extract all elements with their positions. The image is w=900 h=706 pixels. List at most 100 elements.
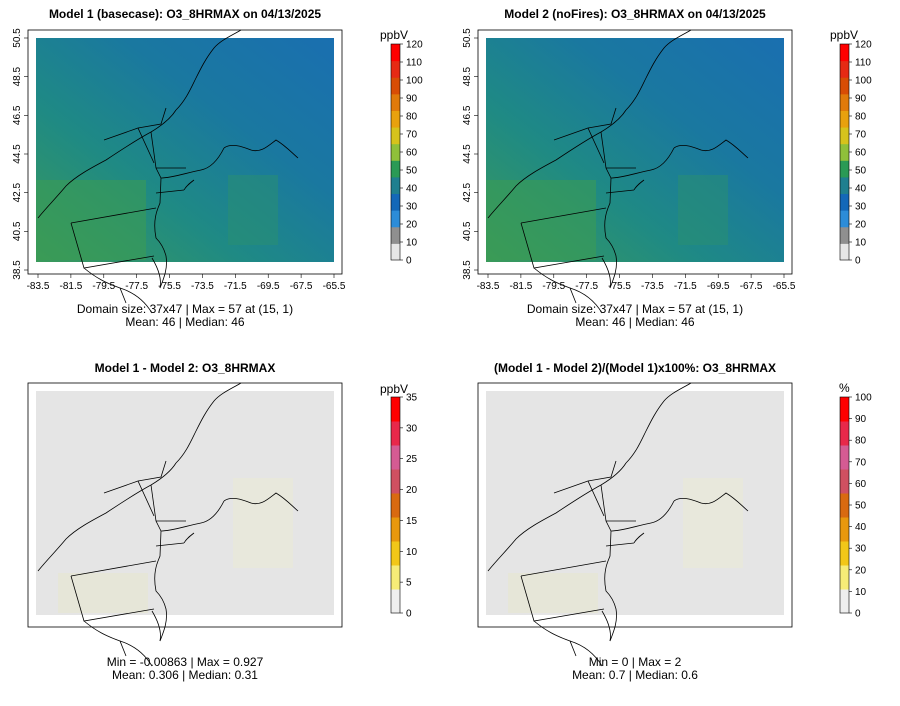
panel3-legend-colorbar: 0 5 10 15 20 25 30 35 <box>390 393 418 620</box>
panel2-xtick-label: -73.5 <box>641 281 664 292</box>
map-border-line <box>37 462 177 572</box>
panel2-xtick-label: -75.5 <box>608 281 631 292</box>
panel4-legend-tick-label: 0 <box>855 609 861 620</box>
panel3-legend-unit: ppbV <box>380 382 409 396</box>
panel3-boundaries <box>37 382 299 667</box>
map-border-line <box>160 147 225 179</box>
panel1-legend-swatch <box>391 143 400 161</box>
panel1-legend-swatch <box>391 243 400 261</box>
panel2-legend-swatch <box>840 226 849 244</box>
map-border-line <box>604 207 617 289</box>
panel2-xtick-label: -71.5 <box>674 281 697 292</box>
panel2-plot: -83.5 -81.5 -79.5 -77.5 -75.5 -73.5 -71.5 -69.5… <box>462 28 796 314</box>
panel2-legend-swatch <box>840 44 849 62</box>
panel3-legend-swatch <box>391 541 400 566</box>
panel1-legend-colorbar: 0 10 20 30 40 50 60 70 80 90 100 110 120 <box>390 40 423 267</box>
panel1-legend-swatch <box>391 60 400 78</box>
panel4-legend-tick-label: 30 <box>855 544 867 555</box>
map-border-line <box>137 460 167 482</box>
panel1-legend-tick-label: 50 <box>406 166 418 177</box>
panel4-legend-tick-label: 50 <box>855 501 867 512</box>
panel3-legend-swatch <box>391 565 400 590</box>
panel1-ytick-label: 38.5 <box>12 260 23 280</box>
panel1-legend-tick-label: 0 <box>406 256 412 267</box>
panel2-legend-swatch <box>840 110 849 128</box>
panel3-legend-swatch <box>391 589 400 614</box>
panel1-ytick-label: 46.5 <box>12 105 23 125</box>
panel3-stats-line2: Mean: 0.306 | Median: 0.31 <box>112 668 258 682</box>
panel4-field-patch <box>508 573 598 613</box>
panel2-xtick-label: -83.5 <box>477 281 500 292</box>
map-border-line <box>533 267 577 304</box>
map-border-line <box>520 207 607 224</box>
panel4-legend-tick-label: 10 <box>855 587 867 598</box>
panel3-legend-tick-label: 35 <box>406 393 418 404</box>
map-border-line <box>569 287 603 314</box>
panel4-title: (Model 1 - Model 2)/(Model 1)x100%: O3_8… <box>493 361 777 375</box>
panel3-stats-line1: Min = -0.00863 | Max = 0.927 <box>106 655 264 669</box>
panel2-stats-line2: Mean: 46 | Median: 46 <box>575 315 695 329</box>
panel1-frame <box>27 29 343 275</box>
panel2-legend-unit: ppbV <box>830 28 859 42</box>
panel4-legend-swatch <box>840 469 849 494</box>
map-border-line <box>569 640 603 667</box>
panel1-field-patch <box>36 180 146 260</box>
panel1-xtick-label: -71.5 <box>224 281 247 292</box>
panel1-legend-swatch <box>391 127 400 145</box>
panel3-legend-tick-label: 10 <box>406 547 418 558</box>
panel1-xtick-label: -81.5 <box>59 281 82 292</box>
panel4-legend-swatch <box>840 493 849 518</box>
panel4-legend-tick-label: 40 <box>855 522 867 533</box>
panel2-xtick-label: -69.5 <box>707 281 730 292</box>
panel3-legend-tick-label: 30 <box>406 423 418 434</box>
panel3-frame <box>27 382 343 628</box>
map-border-line <box>607 530 612 562</box>
panel1-legend-swatch <box>391 160 400 178</box>
map-border-line <box>160 500 225 532</box>
panel2-legend-tick-label: 70 <box>855 130 867 141</box>
map-border-line <box>487 462 627 572</box>
panel3-legend-tick-label: 5 <box>406 578 412 589</box>
panel2-legend-tick-label: 120 <box>855 40 872 51</box>
panel3-field-patch <box>233 478 293 568</box>
map-border-line <box>157 530 162 562</box>
panel1-legend-tick-label: 60 <box>406 148 418 159</box>
map-border-line <box>183 532 195 544</box>
panel3-legend-swatch <box>391 445 400 470</box>
panel2-legend-tick-label: 10 <box>855 238 867 249</box>
panel2-xtick-label: -67.5 <box>740 281 763 292</box>
panel2-xtick-label: -65.5 <box>773 281 796 292</box>
map-border-line <box>155 189 185 194</box>
map-border-line <box>625 382 692 464</box>
panel2-ytick-label: 42.5 <box>462 182 473 202</box>
panel4-legend-swatch <box>840 541 849 566</box>
panel2-legend-tick-label: 110 <box>855 58 871 69</box>
map-border-line <box>520 560 607 577</box>
map-border-line <box>137 107 167 129</box>
panel2-legend-swatch <box>840 176 849 195</box>
panel1-legend-swatch <box>391 93 400 111</box>
panel1-boundaries <box>37 29 299 314</box>
map-border-line <box>487 109 627 219</box>
panel3-legend-tick-label: 0 <box>406 609 412 620</box>
panel1-xtick-label: -65.5 <box>323 281 346 292</box>
panel1-xtick-label: -77.5 <box>125 281 148 292</box>
panel2-xtick-label: -77.5 <box>575 281 598 292</box>
panel1-legend-tick-label: 120 <box>406 40 423 51</box>
map-border-line <box>119 287 153 314</box>
panel2-ytick-label: 50.5 <box>462 28 473 48</box>
panel2-legend-swatch <box>840 93 849 111</box>
panel1-legend-unit: ppbV <box>380 28 409 42</box>
panel2-legend-tick-label: 50 <box>855 166 867 177</box>
panel1-legend-tick-label: 80 <box>406 112 418 123</box>
panel1-legend-tick-label: 70 <box>406 130 418 141</box>
panel2-title: Model 2 (noFires): O3_8HRMAX on 04/13/20… <box>504 7 766 21</box>
panel1-xtick-label: -83.5 <box>27 281 50 292</box>
panel2-legend-swatch <box>840 210 849 228</box>
panel1-xtick-label: -75.5 <box>158 281 181 292</box>
map-border-line <box>157 177 162 209</box>
panel1-xtick-label: -73.5 <box>191 281 214 292</box>
panel4-boundaries <box>487 382 749 667</box>
panel3-legend-swatch <box>391 421 400 446</box>
map-border-line <box>175 29 242 111</box>
